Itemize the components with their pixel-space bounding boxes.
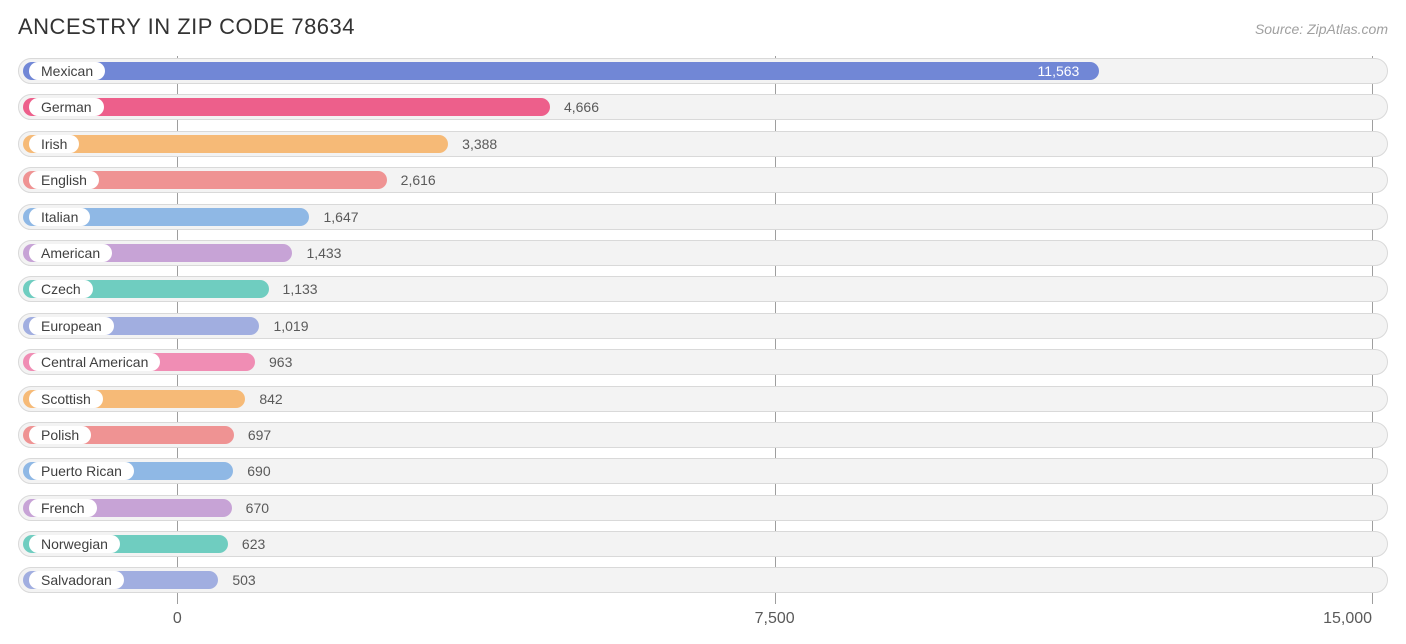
bar-label: Norwegian [29,535,120,553]
bar-value: 3,388 [462,136,497,152]
bar-row: European 1,019 [18,311,1388,341]
bar-value: 842 [259,391,282,407]
bar-label: Polish [29,426,91,444]
bar-track: English 2,616 [18,167,1388,193]
bar-row: Salvadoran 503 [18,565,1388,595]
bar-label: Salvadoran [29,571,124,589]
axis-tick-label: 0 [173,610,182,628]
bar-track: Norwegian 623 [18,531,1388,557]
plot-area: Mexican 11,563 German 4,666 Irish 3,388 Englis… [18,56,1388,604]
bar-row: American 1,433 [18,238,1388,268]
bar-value: 2,616 [401,172,436,188]
bar-label: Italian [29,208,90,226]
bar-value: 11,563 [1038,63,1080,79]
bar-track: Mexican 11,563 [18,58,1388,84]
bar-value: 963 [269,354,292,370]
bar-track: Italian 1,647 [18,204,1388,230]
bar-value: 1,133 [283,281,318,297]
bar-row: German 4,666 [18,92,1388,122]
bar-value: 623 [242,536,265,552]
bar-value: 503 [232,572,255,588]
bar-track: American 1,433 [18,240,1388,266]
bar-label: Czech [29,280,93,298]
axis-tick-label: 15,000 [1323,610,1372,628]
bar-label: European [29,317,114,335]
bar-row: Czech 1,133 [18,274,1388,304]
bar-track: Puerto Rican 690 [18,458,1388,484]
axis-tick-label: 7,500 [755,610,795,628]
bar-track: Central American 963 [18,349,1388,375]
chart-title: ANCESTRY IN ZIP CODE 78634 [18,14,355,40]
bar-fill [23,135,448,153]
bar-row: Scottish 842 [18,384,1388,414]
bar-row: Polish 697 [18,420,1388,450]
bar-label: Scottish [29,390,103,408]
header: ANCESTRY IN ZIP CODE 78634 Source: ZipAt… [18,14,1388,40]
bar-row: Norwegian 623 [18,529,1388,559]
bar-row: Mexican 11,563 [18,56,1388,86]
bar-value: 1,019 [273,318,308,334]
bar-value: 1,433 [306,245,341,261]
bar-label: Mexican [29,62,105,80]
bar-row: Central American 963 [18,347,1388,377]
bar-row: Italian 1,647 [18,202,1388,232]
chart-source: Source: ZipAtlas.com [1255,21,1388,37]
bar-value: 4,666 [564,99,599,115]
bar-label: American [29,244,112,262]
bar-row: Puerto Rican 690 [18,456,1388,486]
bar-track: Czech 1,133 [18,276,1388,302]
bar-value: 1,647 [323,209,358,225]
x-axis: 0 7,500 15,000 [18,606,1388,634]
chart-container: ANCESTRY IN ZIP CODE 78634 Source: ZipAt… [0,0,1406,644]
bar-label: English [29,171,99,189]
bar-label: Puerto Rican [29,462,134,480]
bar-label: Irish [29,135,79,153]
bar-track: French 670 [18,495,1388,521]
bar-label: German [29,98,104,116]
bar-row: French 670 [18,493,1388,523]
bar-row: English 2,616 [18,165,1388,195]
bar-value: 690 [247,463,270,479]
bar-track: German 4,666 [18,94,1388,120]
bar-fill [23,62,1099,80]
bar-value: 670 [246,500,269,516]
bar-row: Irish 3,388 [18,129,1388,159]
bar-label: French [29,499,97,517]
bar-value: 697 [248,427,271,443]
bar-track: Scottish 842 [18,386,1388,412]
bar-track: Polish 697 [18,422,1388,448]
bar-track: Irish 3,388 [18,131,1388,157]
bar-label: Central American [29,353,160,371]
bar-track: Salvadoran 503 [18,567,1388,593]
bar-track: European 1,019 [18,313,1388,339]
